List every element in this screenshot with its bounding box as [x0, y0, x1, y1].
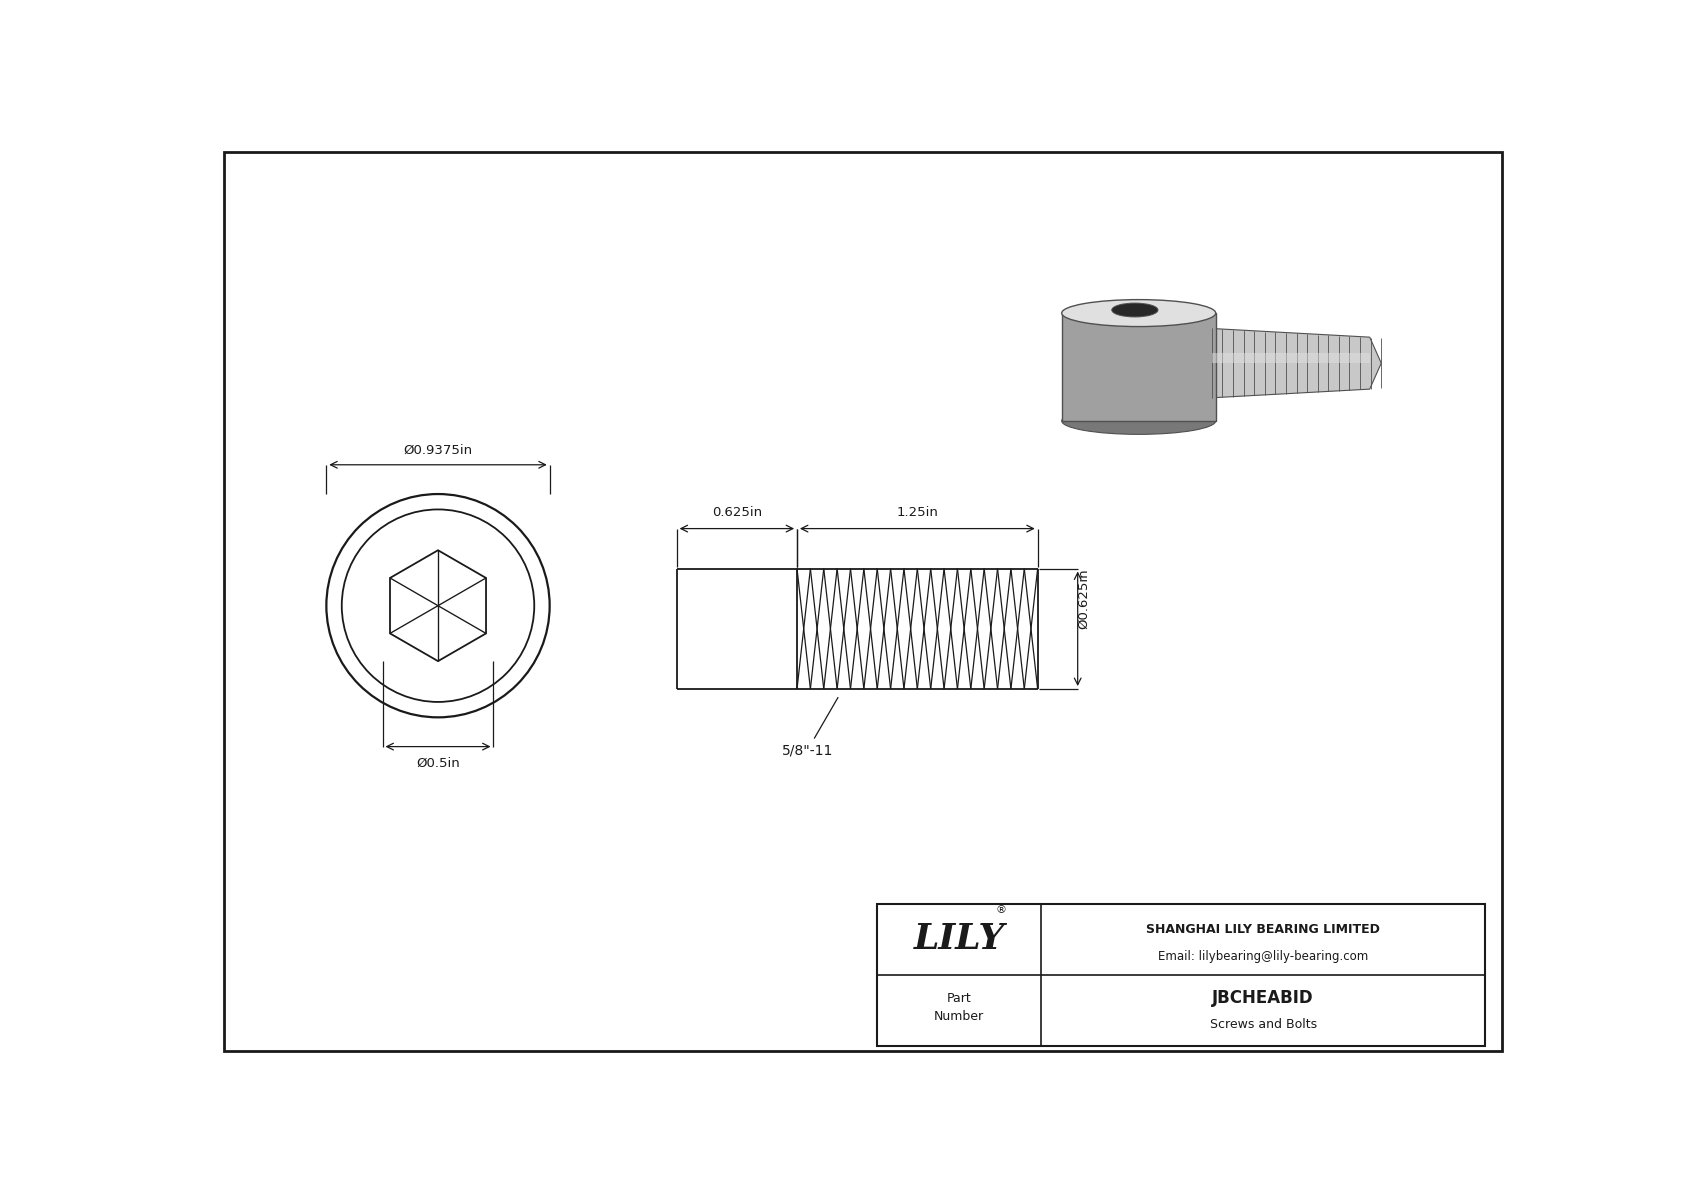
- Ellipse shape: [1061, 300, 1216, 326]
- Ellipse shape: [1061, 407, 1216, 435]
- Polygon shape: [1212, 329, 1381, 398]
- Text: Screws and Bolts: Screws and Bolts: [1209, 1018, 1317, 1031]
- Text: Ø0.5in: Ø0.5in: [416, 756, 460, 769]
- Text: JBCHEABID: JBCHEABID: [1212, 989, 1314, 1006]
- FancyBboxPatch shape: [1061, 313, 1216, 420]
- Text: 0.625in: 0.625in: [712, 506, 761, 518]
- Bar: [877, 904, 1485, 1046]
- Text: 5/8"-11: 5/8"-11: [781, 698, 839, 757]
- Text: Ø0.625in: Ø0.625in: [1078, 568, 1090, 629]
- Text: SHANGHAI LILY BEARING LIMITED: SHANGHAI LILY BEARING LIMITED: [1147, 923, 1381, 936]
- Text: 1.25in: 1.25in: [896, 506, 938, 518]
- Text: ®: ®: [995, 905, 1007, 915]
- Text: Part
Number: Part Number: [935, 992, 983, 1023]
- Ellipse shape: [1111, 303, 1159, 317]
- Text: LILY: LILY: [913, 922, 1005, 956]
- Text: Email: lilybearing@lily-bearing.com: Email: lilybearing@lily-bearing.com: [1159, 950, 1369, 962]
- Text: Ø0.9375in: Ø0.9375in: [404, 443, 473, 456]
- FancyBboxPatch shape: [1212, 353, 1369, 363]
